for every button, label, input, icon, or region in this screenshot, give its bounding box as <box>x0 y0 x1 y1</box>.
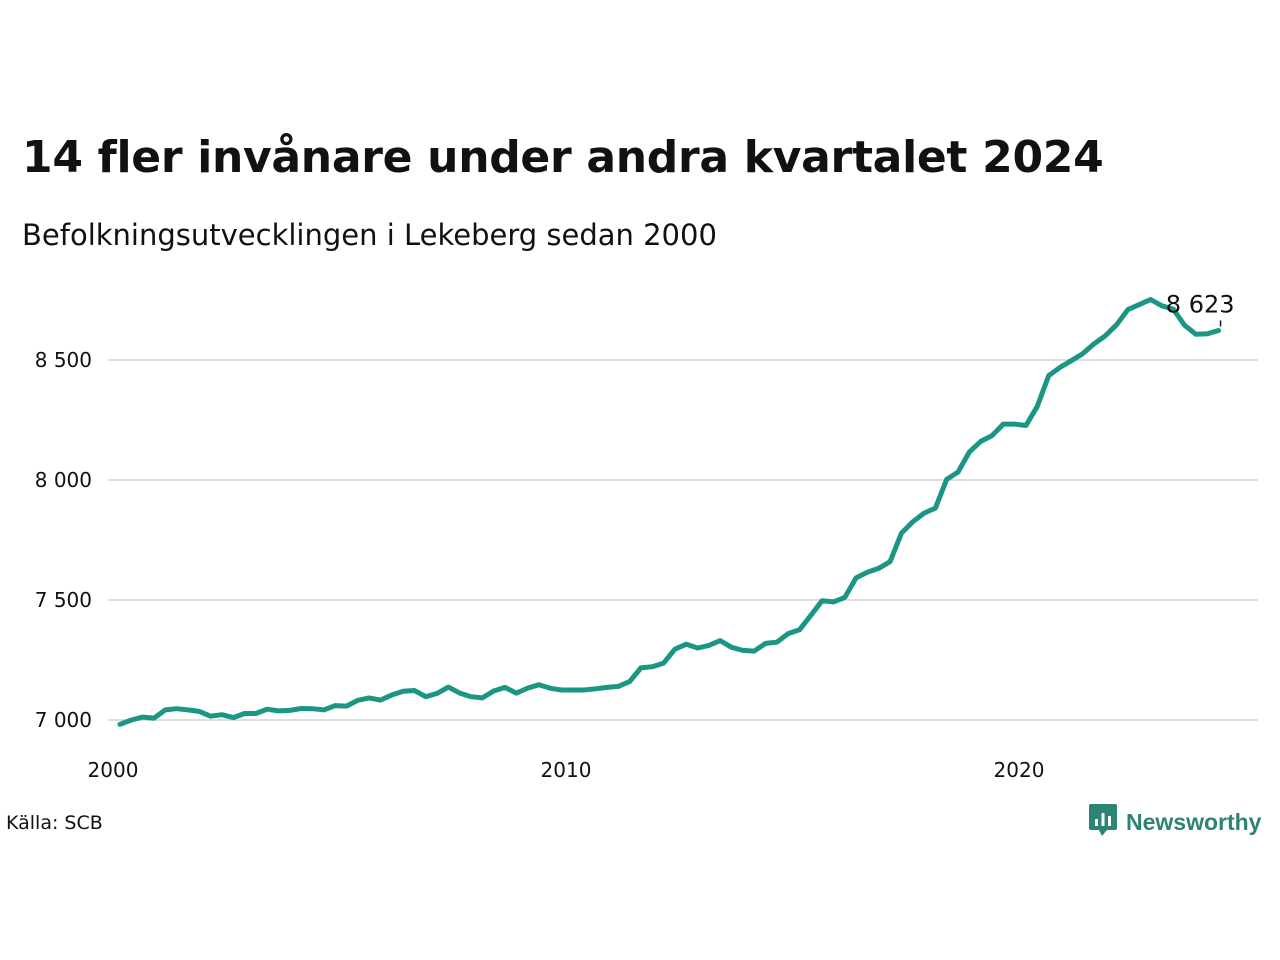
x-tick-label: 2010 <box>541 758 592 782</box>
y-tick-label: 7 000 <box>35 708 92 732</box>
series-line <box>117 297 1221 727</box>
x-tick-label: 2020 <box>994 758 1045 782</box>
chart-subtitle: Befolkningsutvecklingen i Lekeberg sedan… <box>22 218 717 252</box>
series <box>117 297 1221 727</box>
newsworthy-logo-icon <box>1088 802 1118 842</box>
x-axis-tick-labels: 2000 2010 2020 <box>88 758 1045 782</box>
chart-title: 14 fler invånare under andra kvartalet 2… <box>22 132 1104 183</box>
y-tick-label: 7 500 <box>35 588 92 612</box>
annotations: 8 623 <box>1166 290 1235 327</box>
brand-logo: Newsworthy <box>1088 804 1261 840</box>
y-axis-tick-labels: 7 000 7 500 8 000 8 500 <box>35 348 92 732</box>
line-chart: 7 000 7 500 8 000 8 500 2000 2010 2020 8 623 <box>35 290 1258 782</box>
x-tick-label: 2000 <box>88 758 139 782</box>
y-tick-label: 8 000 <box>35 468 92 492</box>
end-value-label: 8 623 <box>1166 290 1235 318</box>
brand-name: Newsworthy <box>1126 808 1262 835</box>
source-note: Källa: SCB <box>6 812 103 834</box>
y-tick-label: 8 500 <box>35 348 92 372</box>
gridlines <box>108 359 1258 721</box>
